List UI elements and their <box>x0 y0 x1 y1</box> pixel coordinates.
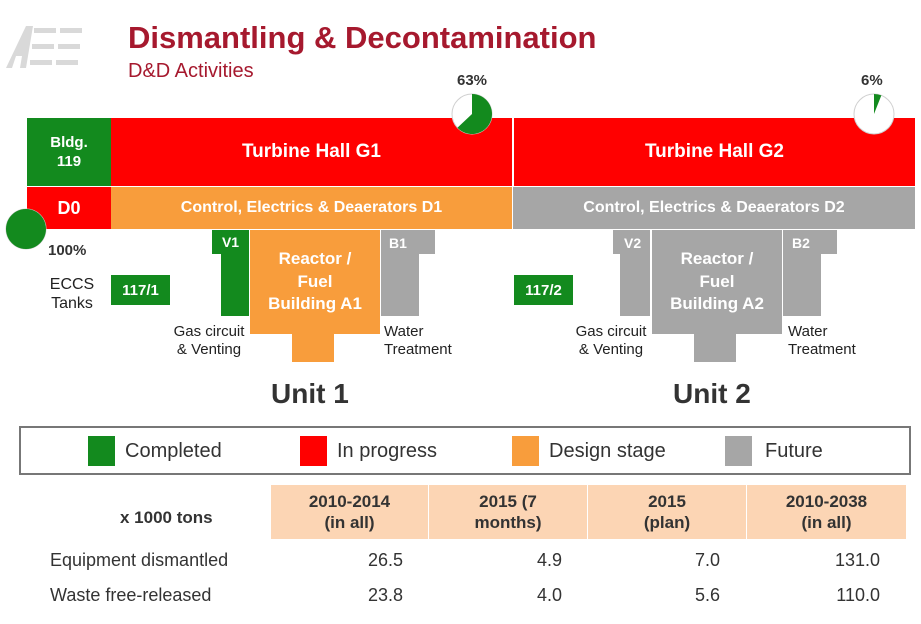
g1-progress-slice <box>457 94 492 134</box>
table-row-label: Waste free-released <box>50 585 212 605</box>
legend-in-progress-swatch <box>300 436 327 466</box>
legend-completed-swatch <box>88 436 115 466</box>
bldg-119-label: Bldg. 119 <box>50 133 88 171</box>
control-d1-label: Control, Electrics & Deaerators D1 <box>180 199 443 216</box>
legend-future-label: Future <box>765 440 823 462</box>
reactor-a2-body <box>652 230 782 334</box>
water-treatment-label-1: Water Treatment <box>384 323 452 358</box>
g2-progress-label: 6% <box>861 72 883 89</box>
b117-2-block: 117/2 <box>514 275 573 305</box>
reactor-a1-label: Reactor / Fuel Building A1 <box>268 248 362 314</box>
table-header-cell: 2015 (7 months) <box>429 485 587 539</box>
table-header-cell: 2010-2014 (in all) <box>271 485 428 539</box>
b1-block <box>381 230 435 254</box>
table-cell: 26.5 <box>367 550 403 570</box>
bldg-119-block: Bldg. 119 <box>27 118 111 186</box>
b117-2-label: 117/2 <box>525 281 562 299</box>
page-title: Dismantling & Decontamination <box>128 20 597 55</box>
legend-in-progress-label: In progress <box>337 440 438 462</box>
table-cell: 110.0 <box>836 585 880 605</box>
d0-progress-slice <box>5 209 46 249</box>
v1-top: V1 <box>212 230 249 254</box>
b2-block <box>783 230 837 254</box>
legend-completed-label: Completed <box>125 440 222 462</box>
b2-label: B2 <box>792 235 810 251</box>
gas-circuit-label-1: Gas circuit & Venting <box>173 323 245 358</box>
b2-stem <box>783 254 821 316</box>
d0-progress-pie <box>5 208 47 250</box>
reactor-a2-label: Reactor / Fuel Building A2 <box>670 248 764 314</box>
table-header-cell: 2010-2038 (in all) <box>747 485 906 539</box>
v2-stem <box>620 254 650 316</box>
table-cell: 7.0 <box>694 550 720 570</box>
legend-future-swatch <box>725 436 752 466</box>
turbine-hall-g1-label: Turbine Hall G1 <box>241 141 381 162</box>
g2-progress-pie <box>853 93 895 135</box>
turbine-hall-g2-block: Turbine Hall G2 <box>513 118 915 186</box>
b1-stem <box>381 254 419 316</box>
table-header-cell: 2015 (plan) <box>588 485 746 539</box>
g2-progress-slice <box>874 94 882 114</box>
b1-label: B1 <box>389 235 407 251</box>
g1-progress-label: 63% <box>457 72 488 89</box>
turbine-hall-g2-label: Turbine Hall G2 <box>644 141 784 162</box>
d0-label: D0 <box>57 197 81 218</box>
gas-circuit-label-2: Gas circuit & Venting <box>575 323 647 358</box>
legend-design-stage-label: Design stage <box>549 440 666 462</box>
v1-cutout <box>212 254 221 316</box>
water-treatment-label-2: Water Treatment <box>788 323 856 358</box>
table-cell: 5.6 <box>694 585 720 605</box>
d0-progress-label: 100% <box>48 242 87 259</box>
aee-logo <box>6 26 82 68</box>
d0-block: D0 <box>27 187 111 229</box>
unit-1-label: Unit 1 <box>271 378 349 409</box>
tonnage-table: x 1000 tons 2010-2014 (in all) 2015 (7 m… <box>0 485 921 615</box>
b117-1-block: 117/1 <box>111 275 170 305</box>
v2-label: V2 <box>624 235 642 251</box>
control-d1-block: Control, Electrics & Deaerators D1 <box>111 187 512 229</box>
reactor-a1-body <box>250 230 380 334</box>
table-cell: 131.0 <box>834 550 880 570</box>
table-cell: 23.8 <box>367 585 403 605</box>
control-d2-block: Control, Electrics & Deaerators D2 <box>513 187 915 229</box>
table-unit-label: x 1000 tons <box>120 508 213 527</box>
table-cell: 4.9 <box>536 550 562 570</box>
table-row-label: Equipment dismantled <box>50 550 229 570</box>
page-subtitle: D&D Activities <box>128 60 254 82</box>
legend: Completed In progress Design stage Futur… <box>19 426 911 475</box>
v2-block <box>613 230 650 254</box>
legend-design-stage-swatch <box>512 436 539 466</box>
table-cell: 4.0 <box>536 585 562 605</box>
unit-2-label: Unit 2 <box>673 378 751 409</box>
v1-label: V1 <box>221 234 240 250</box>
b117-1-label: 117/1 <box>122 281 159 299</box>
g1-progress-pie <box>451 93 493 135</box>
turbine-hall-g1-block: Turbine Hall G1 <box>111 118 512 186</box>
reactor-a1-base <box>292 334 334 362</box>
control-d2-label: Control, Electrics & Deaerators D2 <box>583 199 845 216</box>
eccs-label: ECCS Tanks <box>49 276 95 313</box>
reactor-a2-base <box>694 334 736 362</box>
